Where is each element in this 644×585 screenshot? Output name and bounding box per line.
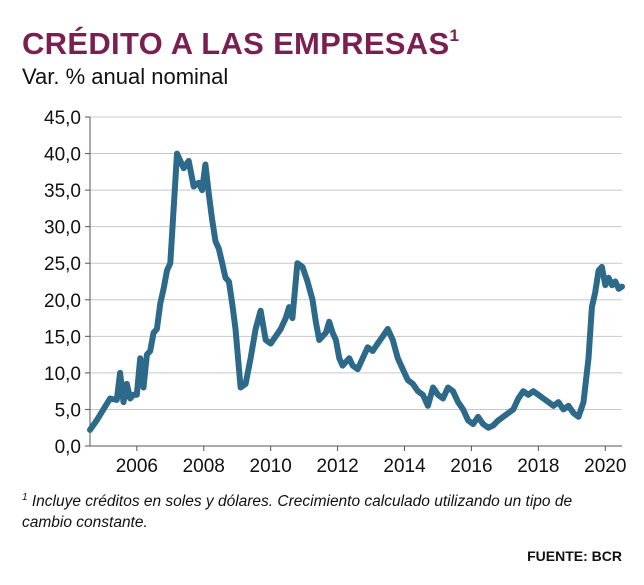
source-label: FUENTE: BCR <box>527 548 622 564</box>
y-tick-label: 10,0 <box>44 364 81 385</box>
chart-title: CRÉDITO A LAS EMPRESAS1 <box>22 26 459 62</box>
x-tick-label: 2012 <box>316 456 358 477</box>
x-tick-label: 2006 <box>116 456 158 477</box>
x-tick-label: 2020 <box>584 456 626 477</box>
y-tick-label: 40,0 <box>44 145 81 166</box>
x-tick-label: 2016 <box>450 456 492 477</box>
y-tick-label: 35,0 <box>44 181 81 202</box>
line-chart: 0,0 5,0 10,0 15,0 20,0 25,0 30,0 35,0 40,0 45,0 2… <box>44 108 627 477</box>
y-tick-labels: 0,0 5,0 10,0 15,0 20,0 25,0 30,0 35,0 40,0 45,0 <box>44 108 81 458</box>
series-line <box>87 150 625 433</box>
title-footnote-marker: 1 <box>449 25 460 45</box>
x-tick-label: 2018 <box>517 456 559 477</box>
y-tick-label: 0,0 <box>55 437 81 458</box>
footnote-marker: 1 <box>22 492 28 503</box>
y-tick-label: 15,0 <box>44 327 81 348</box>
y-tick-label: 5,0 <box>55 400 81 421</box>
chart-subtitle: Var. % anual nominal <box>22 64 229 89</box>
axes <box>85 116 622 451</box>
footnote-text: Incluye créditos en soles y dólares. Cre… <box>22 493 573 532</box>
x-tick-label: 2010 <box>250 456 292 477</box>
chart-title-text: CRÉDITO A LAS EMPRESAS <box>22 26 450 61</box>
y-tick-label: 45,0 <box>44 108 81 129</box>
x-tick-labels: 2006 2008 2010 2012 2014 2016 2018 2020 <box>116 456 627 477</box>
footnote: 1 Incluye créditos en soles y dólares. C… <box>22 487 622 533</box>
series-group <box>87 150 625 433</box>
y-tick-label: 20,0 <box>44 291 81 312</box>
y-tick-label: 25,0 <box>44 254 81 275</box>
x-tick-label: 2008 <box>183 456 225 477</box>
x-tick-label: 2014 <box>383 456 426 477</box>
y-tick-label: 30,0 <box>44 218 81 239</box>
